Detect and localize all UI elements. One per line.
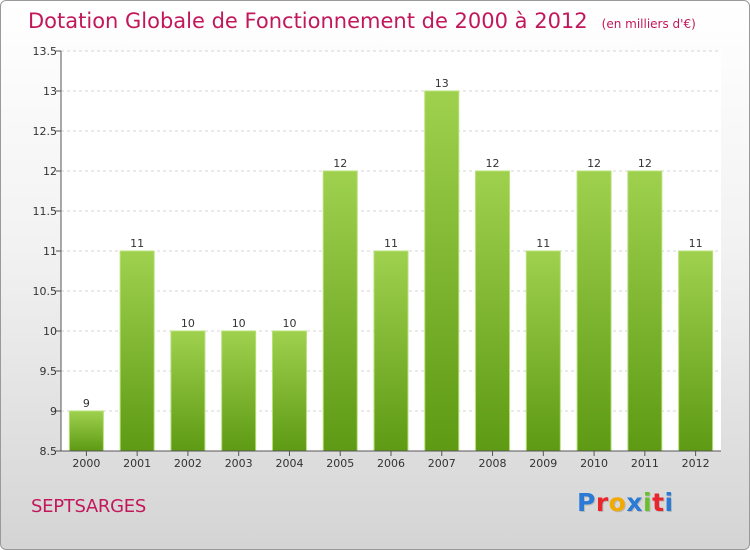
logo-letter: x [626, 488, 643, 517]
data-label: 10 [282, 317, 296, 330]
bar [525, 250, 561, 452]
x-tick-label: 2012 [682, 457, 710, 470]
bar [373, 250, 409, 452]
x-tick-label: 2000 [72, 457, 100, 470]
x-tick-label: 2009 [529, 457, 557, 470]
y-tick-label: 10 [43, 325, 57, 338]
bars [68, 90, 714, 452]
data-label: 9 [83, 397, 90, 410]
x-tick-label: 2004 [275, 457, 303, 470]
y-tick-label: 9 [50, 405, 57, 418]
x-tick-label: 2007 [428, 457, 456, 470]
data-label: 12 [587, 157, 601, 170]
logo-letter: t [652, 488, 665, 517]
x-tick-label: 2008 [479, 457, 507, 470]
bar [271, 330, 307, 452]
bar [68, 410, 104, 452]
data-label: 12 [486, 157, 500, 170]
x-tick-label: 2003 [225, 457, 253, 470]
y-tick-label: 9.5 [40, 365, 58, 378]
x-tick-labels: 2000 2001 2002 2003 2004 2005 2006 2007 2008 2009… [72, 457, 709, 470]
y-tick-labels: 8.5 9 9.5 10 10.5 11 11.5 12 12.5 13 13.5 [33, 45, 58, 458]
proxiti-logo: Proxiti [577, 488, 674, 517]
x-tick-label: 2011 [631, 457, 659, 470]
y-tick-label: 11.5 [33, 205, 58, 218]
title-unit: (en milliers d'€) [601, 17, 696, 31]
bar [221, 330, 257, 452]
y-tick-label: 12 [43, 165, 57, 178]
bar [170, 330, 206, 452]
bar [627, 170, 663, 452]
data-label: 12 [638, 157, 652, 170]
data-label: 12 [333, 157, 347, 170]
y-tick-label: 13.5 [33, 45, 58, 58]
y-tick-label: 13 [43, 85, 57, 98]
data-label: 10 [181, 317, 195, 330]
bar [475, 170, 511, 452]
y-tick-label: 12.5 [33, 125, 58, 138]
x-tick-label: 2005 [326, 457, 354, 470]
logo-letter: o [608, 488, 627, 517]
y-tick-label: 10.5 [33, 285, 58, 298]
data-label: 13 [435, 77, 449, 90]
x-tick-label: 2006 [377, 457, 405, 470]
bar [322, 170, 358, 452]
bar [678, 250, 714, 452]
x-tick-label: 2001 [123, 457, 151, 470]
chart-title: Dotation Globale de Fonctionnement de 20… [28, 9, 696, 33]
logo-letter: i [664, 488, 674, 517]
bar [424, 90, 460, 452]
logo-letter: r [595, 488, 609, 517]
y-tick-label: 11 [43, 245, 57, 258]
commune-name: SEPTSARGES [31, 496, 146, 517]
bar [119, 250, 155, 452]
data-label: 11 [689, 237, 703, 250]
data-label: 11 [130, 237, 144, 250]
data-label: 10 [232, 317, 246, 330]
data-label: 11 [536, 237, 550, 250]
logo-letter: P [577, 488, 596, 517]
data-label: 11 [384, 237, 398, 250]
data-labels: 9 11 10 10 10 12 11 13 12 11 12 12 11 [83, 77, 703, 410]
title-main: Dotation Globale de Fonctionnement de 20… [28, 9, 588, 33]
y-tick-label: 8.5 [40, 445, 58, 458]
logo-letter: i [643, 488, 653, 517]
x-tick-label: 2002 [174, 457, 202, 470]
x-tick-label: 2010 [580, 457, 608, 470]
axes [56, 50, 721, 456]
bar [576, 170, 612, 452]
